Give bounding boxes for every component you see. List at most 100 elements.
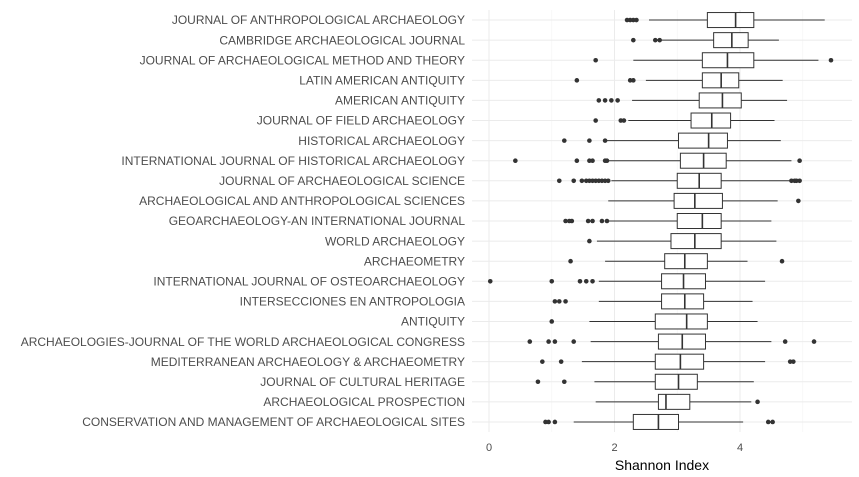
box-row [513,152,802,169]
outlier-point [513,158,518,164]
box-row [568,253,785,270]
outlier-point [574,158,580,164]
outlier-point [811,339,817,344]
outlier-point [615,98,620,103]
iqr-box [670,233,722,250]
category-label: JOURNAL OF ARCHAEOLOGICAL METHOD AND THE… [140,53,465,67]
box-row [608,192,801,209]
outlier-point [571,178,577,184]
box-row [535,373,754,390]
category-label: INTERNATIONAL JOURNAL OF HISTORICAL ARCH… [121,154,465,168]
category-label: ARCHAEOMETRY [364,254,465,268]
outlier-point [587,138,592,143]
iqr-box [657,393,691,410]
iqr-box [673,192,723,209]
category-label: ARCHAEOLOGIES-JOURNAL OF THE WORLD ARCHA… [21,335,465,349]
box-row [624,12,825,29]
category-label: HISTORICAL ARCHAEOLOGY [298,134,465,148]
box-row [556,172,802,189]
category-label: WORLD ARCHAEOLOGY [325,234,465,248]
iqr-box [706,12,755,29]
outlier-point [549,278,555,284]
outlier-point [602,138,608,143]
outlier-point [563,299,568,304]
outlier-point [599,218,605,224]
outlier-point [796,198,801,204]
outlier-point [593,57,598,63]
outlier-point [631,37,636,43]
iqr-box [690,112,732,129]
category-label: ANTIQUITY [401,315,465,329]
x-tick-labels: 0 2 4 [486,442,743,454]
outlier-point [527,339,533,344]
iqr-box [676,213,722,229]
category-label: CONSERVATION AND MANAGEMENT OF ARCHAEOLO… [82,415,465,429]
outlier-point [602,98,608,103]
iqr-box [713,32,749,49]
outlier-point [765,419,771,425]
category-labels: JOURNAL OF ANTHROPOLOGICAL ARCHAEOLOGY CA… [21,13,466,429]
outlier-point [604,158,610,164]
outlier-point [577,278,583,284]
outlier-point [552,419,558,425]
outlier-point [487,278,493,284]
box-row [552,293,753,310]
x-axis-title: Shannon Index [615,457,709,473]
iqr-box [632,413,680,430]
outlier-point [605,178,611,184]
outlier-point [657,37,662,43]
category-label: MEDITERRANEAN ARCHAEOLOGY & ARCHAEOMETRY [151,355,465,369]
outlier-point [791,359,796,364]
outlier-point [562,138,567,143]
iqr-box [678,132,728,149]
iqr-box [698,92,742,109]
outlier-point [828,57,834,63]
outlier-point [571,339,577,344]
x-tick-label: 0 [486,442,492,454]
outlier-point [556,178,562,184]
outlier-point [770,419,775,425]
box-row [487,273,766,290]
category-label: GEOARCHAEOLOGY-AN INTERNATIONAL JOURNAL [169,214,466,228]
box-row [574,72,783,89]
outlier-point [621,118,627,123]
box-row [563,213,772,229]
category-label: JOURNAL OF FIELD ARCHAEOLOGY [257,114,465,128]
category-label: LATIN AMERICAN ANTIQUITY [299,74,465,88]
category-label: ARCHAEOLOGICAL PROSPECTION [263,395,465,409]
outlier-point [797,178,802,184]
outlier-point [779,258,785,264]
outlier-point [574,78,580,83]
outlier-point [568,258,573,264]
box-series [487,12,834,430]
iqr-box [654,353,705,370]
outlier-point [535,379,541,385]
outlier-point [609,98,614,103]
x-tick-label: 2 [611,442,617,454]
outlier-point [593,118,598,123]
iqr-box [654,313,708,330]
category-label: INTERSECCIONES EN ANTROPOLOGIA [240,295,465,309]
iqr-box [654,373,698,390]
category-label: AMERICAN ANTIQUITY [335,94,465,108]
outlier-point [579,178,585,184]
box-row [593,112,775,129]
box-row [549,313,758,330]
outlier-point [590,278,595,284]
outlier-point [631,78,636,83]
box-row [562,132,781,149]
outlier-point [556,299,562,304]
category-label: INTERNATIONAL JOURNAL OF OSTEOARCHAEOLOG… [153,274,465,288]
outlier-point [540,359,545,364]
outlier-point [797,158,802,164]
category-label: ARCHAEOLOGICAL AND ANTHROPOLOGICAL SCIEN… [139,194,465,208]
outlier-point [590,158,595,164]
box-row [595,393,760,410]
iqr-box [661,293,705,310]
box-row [540,353,796,370]
category-label: CAMBRIDGE ARCHAEOLOGICAL JOURNAL [219,33,465,47]
category-label: JOURNAL OF ARCHAEOLOGICAL SCIENCE [219,174,465,188]
box-row [527,333,817,350]
outlier-point [563,218,568,224]
